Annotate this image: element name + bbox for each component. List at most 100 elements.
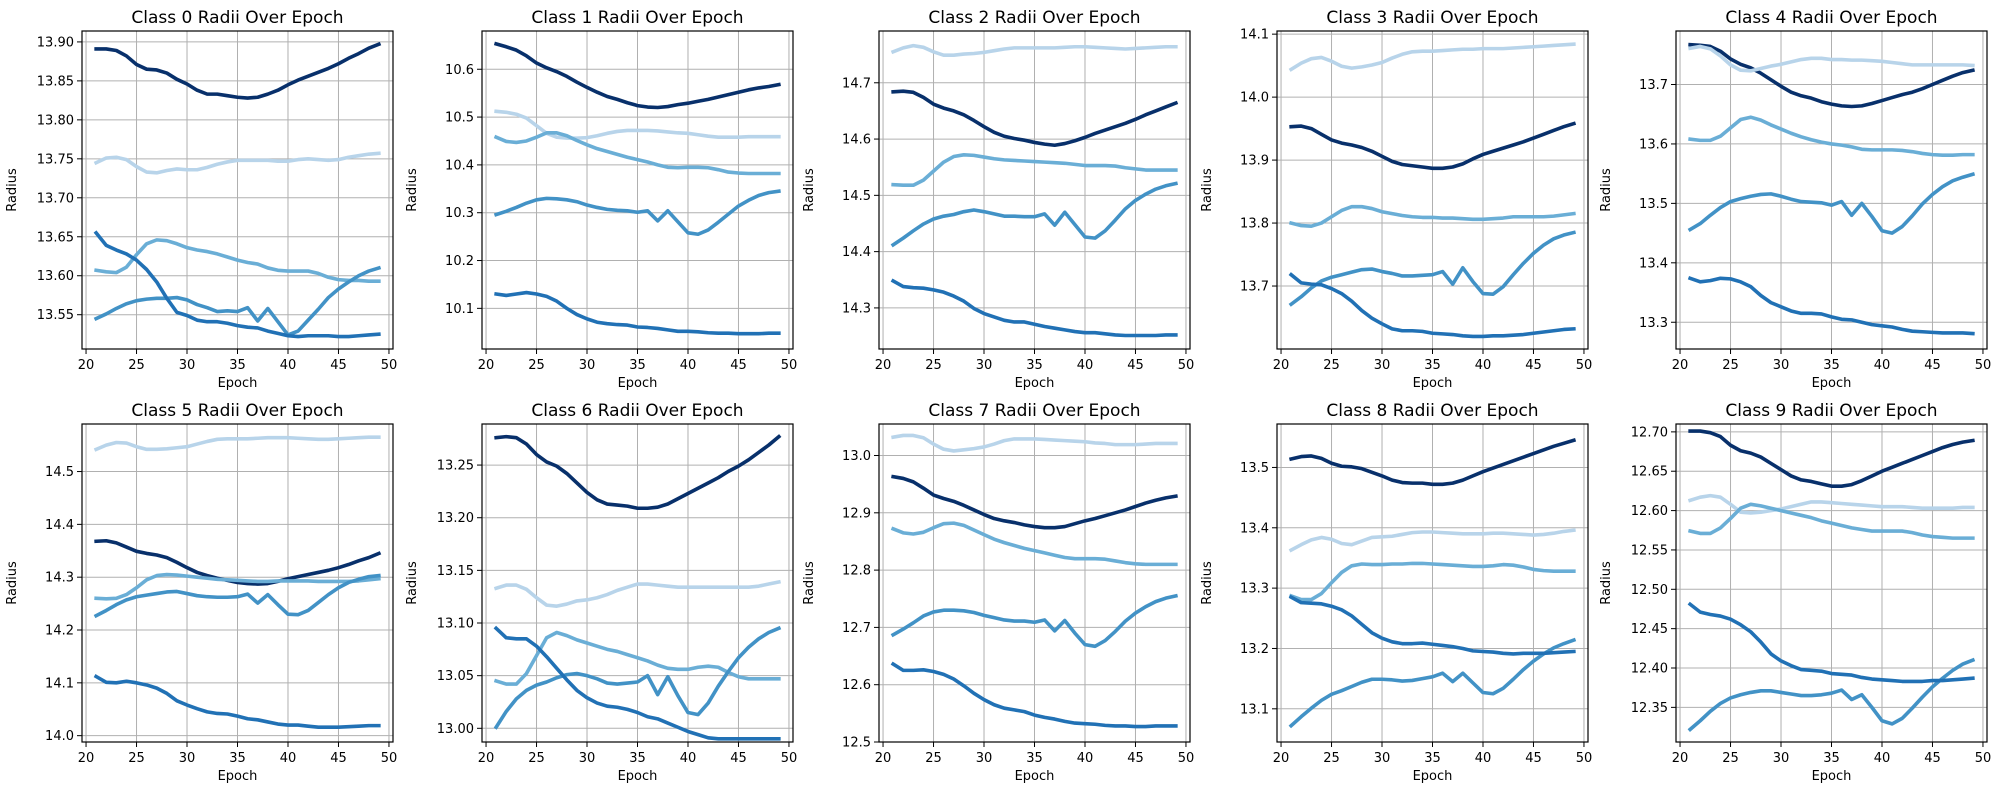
x-tick-label: 50 [381, 358, 398, 373]
series-line-5 [1288, 272, 1576, 339]
subplot-class-1: 20 25 30 35 40 45 50 10.1 10.2 10.3 10.4 10.5 10.6 Cl… [405, 8, 797, 391]
x-tick-label: 45 [1127, 358, 1144, 373]
x-tick-label: 30 [579, 751, 596, 766]
y-tick-label: 13.00 [437, 722, 474, 737]
chart-title: Class 2 Radii Over Epoch [928, 8, 1140, 28]
y-tick-label: 13.70 [37, 191, 74, 206]
x-tick-label: 25 [528, 751, 545, 766]
x-axis-label: Epoch [618, 769, 658, 784]
x-axis-label: Epoch [1413, 769, 1453, 784]
series-line-4 [1687, 657, 1976, 732]
x-tick-label: 20 [78, 751, 95, 766]
axes-frame [481, 30, 794, 350]
series-line-4 [1687, 172, 1976, 235]
x-tick-label: 30 [1773, 751, 1790, 766]
y-tick-label: 14.3 [842, 301, 871, 316]
y-tick-label: 13.1 [1240, 702, 1269, 717]
x-tick-label: 35 [1424, 358, 1441, 373]
x-tick-label: 30 [179, 751, 196, 766]
y-tick-label: 10.5 [445, 111, 474, 126]
y-tick-label: 12.5 [842, 736, 871, 751]
x-tick-label: 50 [781, 751, 798, 766]
series-line-2 [891, 433, 1178, 453]
chart-title: Class 9 Radii Over Epoch [1725, 401, 1937, 421]
x-tick-label: 20 [478, 751, 495, 766]
axes-frame [1276, 423, 1589, 743]
x-tick-label: 40 [280, 358, 297, 373]
series-line-4 [1288, 637, 1577, 729]
x-tick-label: 35 [1823, 751, 1840, 766]
series-line-3 [94, 238, 381, 283]
x-tick-label: 25 [1722, 751, 1739, 766]
series-line-4 [493, 189, 781, 237]
series-line-4 [890, 593, 1179, 649]
y-tick-label: 10.4 [445, 158, 474, 173]
x-tick-label: 50 [781, 358, 798, 373]
y-tick-label: 12.65 [1631, 465, 1668, 480]
y-tick-label: 12.45 [1631, 622, 1668, 637]
y-tick-label: 10.2 [445, 254, 474, 269]
y-tick-label: 13.3 [1240, 582, 1269, 597]
x-tick-label: 25 [128, 358, 145, 373]
x-tick-label: 50 [1576, 751, 1593, 766]
y-axis-label: Radius [5, 168, 20, 212]
series-line-4 [93, 573, 381, 619]
series-line-1 [1288, 438, 1577, 487]
y-tick-label: 13.15 [437, 564, 474, 579]
y-tick-label: 13.2 [1240, 642, 1269, 657]
y-tick-label: 13.25 [437, 459, 474, 474]
y-tick-label: 12.6 [842, 678, 871, 693]
subplot-class-6: 20 25 30 35 40 45 50 13.00 13.05 13.10 13.15 13.20 1… [405, 401, 797, 784]
series-line-3 [94, 572, 381, 601]
series-line-5 [93, 230, 381, 339]
y-axis-label: Radius [802, 561, 817, 605]
x-tick-label: 35 [1026, 751, 1043, 766]
y-tick-label: 13.6 [1639, 137, 1668, 152]
series-line-5 [93, 674, 381, 730]
y-axis-label: Radius [802, 168, 817, 212]
series-line-1 [1289, 121, 1577, 171]
x-tick-label: 50 [381, 751, 398, 766]
y-tick-label: 14.4 [842, 245, 871, 260]
y-tick-label: 10.3 [445, 206, 474, 221]
axes-frame [1675, 423, 1988, 743]
series-line-2 [93, 435, 381, 452]
axes-frame [878, 30, 1191, 350]
series-line-3 [890, 521, 1178, 567]
x-tick-label: 25 [1323, 751, 1340, 766]
x-tick-label: 40 [280, 751, 297, 766]
series-line-3 [891, 153, 1178, 188]
x-axis-label: Epoch [618, 376, 658, 391]
y-tick-label: 12.8 [842, 564, 871, 579]
x-tick-label: 45 [1127, 751, 1144, 766]
series-line-1 [1688, 42, 1976, 109]
y-tick-label: 14.5 [842, 189, 871, 204]
x-tick-label: 25 [925, 751, 942, 766]
x-tick-label: 40 [680, 751, 697, 766]
x-tick-label: 40 [680, 358, 697, 373]
x-axis-label: Epoch [218, 376, 258, 391]
y-axis-label: Radius [1599, 561, 1614, 605]
y-tick-label: 13.80 [37, 113, 74, 128]
series-line-4 [890, 181, 1179, 248]
y-axis-label: Radius [5, 561, 20, 605]
series-line-3 [1688, 115, 1975, 158]
y-tick-label: 13.10 [437, 617, 474, 632]
chart-title: Class 8 Radii Over Epoch [1326, 401, 1538, 421]
subplot-class-8: 20 25 30 35 40 45 50 13.1 13.2 13.3 13.4 13.5 Class … [1200, 401, 1592, 784]
x-axis-label: Epoch [1015, 376, 1055, 391]
series-line-5 [1288, 594, 1576, 656]
y-tick-label: 13.75 [37, 152, 74, 167]
subplot-class-9: 20 25 30 35 40 45 50 12.35 12.40 12.45 12.50 12.55 1… [1599, 401, 1991, 784]
x-tick-label: 20 [1273, 358, 1290, 373]
series-line-4 [493, 625, 782, 730]
series-line-1 [1688, 429, 1975, 488]
subplot-class-0: 20 25 30 35 40 45 50 13.55 13.60 13.65 13.70 13.75 1… [5, 8, 397, 391]
x-tick-label: 30 [1374, 358, 1391, 373]
x-tick-label: 20 [1273, 751, 1290, 766]
y-tick-label: 13.55 [37, 308, 74, 323]
y-tick-label: 13.90 [37, 35, 74, 50]
y-tick-label: 13.4 [1240, 521, 1269, 536]
x-tick-label: 25 [1722, 358, 1739, 373]
y-tick-label: 10.1 [445, 302, 474, 317]
